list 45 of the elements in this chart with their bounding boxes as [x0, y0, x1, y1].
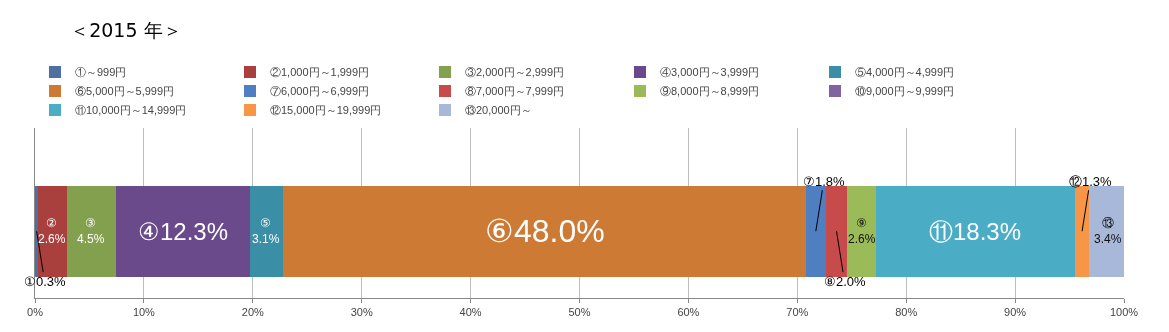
data-label: ③4.5% [77, 216, 105, 246]
x-tick-label: 10% [132, 306, 156, 319]
data-label: ⑪18.3% [929, 218, 1022, 245]
legend-label: ②1,000円～1,999円 [270, 66, 370, 79]
legend-label: ⑦6,000円～6,999円 [270, 85, 370, 98]
x-tick-label: 40% [459, 306, 482, 319]
legend-label: ⑬20,000円～ [465, 104, 532, 117]
legend-label: ④3,000円～3,999円 [660, 66, 760, 79]
x-tick-label: 90% [1004, 306, 1027, 319]
x-tick-label: 30% [350, 306, 373, 319]
legend-label: ⑥5,000円～5,999円 [75, 85, 175, 98]
bar [283, 185, 807, 277]
chart-title: ＜2015 年＞ [70, 18, 182, 41]
x-tick-label: 80% [895, 306, 918, 319]
x-tick-label: 60% [677, 306, 700, 319]
data-label: ⑤3.1% [252, 216, 280, 246]
legend-label: ⑪10,000円～14,999円 [75, 104, 187, 117]
data-label: ⑧2.0% [824, 274, 867, 289]
bar [847, 185, 876, 277]
data-label: ④12.3% [138, 218, 229, 245]
bar [825, 185, 848, 277]
data-label: ⑬3.4% [1094, 216, 1122, 246]
x-tick-label: 0% [27, 306, 44, 319]
data-label: ②2.6% [38, 216, 66, 246]
bar [66, 185, 116, 277]
legend-label: ⑧7,000円～7,999円 [465, 85, 565, 98]
legend-label: ⑤4,000円～4,999円 [855, 66, 955, 79]
x-tick-label: 20% [241, 306, 265, 319]
data-label: ①0.3% [24, 274, 67, 289]
data-label: ⑥48.0% [485, 213, 605, 249]
legend-label: ⑫15,000円～19,999円 [270, 104, 382, 117]
bar [249, 185, 284, 277]
bar [806, 185, 826, 277]
x-tick-label: 70% [786, 306, 809, 319]
legend-label: ③2,000円～2,999円 [465, 66, 565, 79]
x-tick-label: 100% [1109, 306, 1139, 319]
data-label: ⑦1.8% [803, 174, 846, 189]
legend-label: ①～999円 [75, 66, 127, 79]
legend-label: ⑩9,000円～9,999円 [855, 85, 955, 98]
legend-label: ⑨8,000円～8,999円 [660, 85, 760, 98]
x-tick-label: 50% [568, 306, 591, 319]
data-label: ⑫1.3% [1069, 174, 1113, 189]
data-label: ⑨2.6% [848, 216, 876, 246]
bar [38, 185, 67, 277]
bar [115, 185, 250, 277]
